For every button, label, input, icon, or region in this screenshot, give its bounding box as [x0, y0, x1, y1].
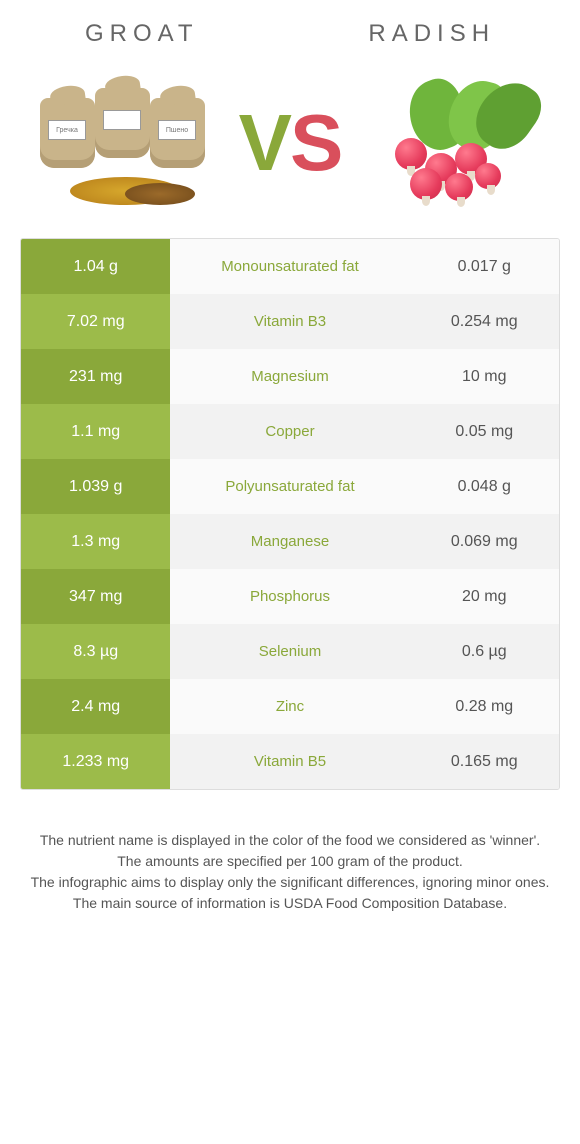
nutrient-label: Monounsaturated fat: [170, 239, 409, 294]
right-food-title: RADISH: [368, 20, 495, 48]
nutrient-label: Selenium: [170, 624, 409, 679]
right-value: 0.254 mg: [410, 294, 559, 349]
right-value: 0.069 mg: [410, 514, 559, 569]
table-row: 231 mgMagnesium10 mg: [21, 349, 559, 404]
left-value: 1.233 mg: [21, 734, 170, 789]
footer-line: The infographic aims to display only the…: [30, 872, 550, 893]
right-value: 0.017 g: [410, 239, 559, 294]
right-value: 0.28 mg: [410, 679, 559, 734]
right-value: 20 mg: [410, 569, 559, 624]
nutrient-label: Vitamin B3: [170, 294, 409, 349]
footer-notes: The nutrient name is displayed in the co…: [0, 790, 580, 914]
left-value: 1.3 mg: [21, 514, 170, 569]
radish-image: [360, 78, 550, 208]
table-row: 347 mgPhosphorus20 mg: [21, 569, 559, 624]
footer-line: The amounts are specified per 100 gram o…: [30, 851, 550, 872]
table-row: 2.4 mgZinc0.28 mg: [21, 679, 559, 734]
left-food-title: GROAT: [85, 20, 199, 48]
hero-row: Гречка Пшено VS: [0, 58, 580, 238]
right-value: 0.6 µg: [410, 624, 559, 679]
left-value: 231 mg: [21, 349, 170, 404]
right-value: 10 mg: [410, 349, 559, 404]
vs-v: V: [239, 98, 290, 187]
table-row: 8.3 µgSelenium0.6 µg: [21, 624, 559, 679]
left-value: 7.02 mg: [21, 294, 170, 349]
table-row: 1.3 mgManganese0.069 mg: [21, 514, 559, 569]
groat-image: Гречка Пшено: [30, 78, 220, 208]
left-value: 8.3 µg: [21, 624, 170, 679]
table-row: 1.04 gMonounsaturated fat0.017 g: [21, 239, 559, 294]
nutrient-label: Polyunsaturated fat: [170, 459, 409, 514]
table-row: 1.039 gPolyunsaturated fat0.048 g: [21, 459, 559, 514]
right-value: 0.048 g: [410, 459, 559, 514]
right-value: 0.05 mg: [410, 404, 559, 459]
vs-label: VS: [239, 97, 342, 189]
footer-line: The main source of information is USDA F…: [30, 893, 550, 914]
comparison-table: 1.04 gMonounsaturated fat0.017 g7.02 mgV…: [20, 238, 560, 790]
nutrient-label: Zinc: [170, 679, 409, 734]
vs-s: S: [290, 98, 341, 187]
right-value: 0.165 mg: [410, 734, 559, 789]
left-value: 1.1 mg: [21, 404, 170, 459]
nutrient-label: Copper: [170, 404, 409, 459]
table-row: 1.1 mgCopper0.05 mg: [21, 404, 559, 459]
nutrient-label: Magnesium: [170, 349, 409, 404]
table-row: 7.02 mgVitamin B30.254 mg: [21, 294, 559, 349]
nutrient-label: Manganese: [170, 514, 409, 569]
footer-line: The nutrient name is displayed in the co…: [30, 830, 550, 851]
left-value: 1.04 g: [21, 239, 170, 294]
left-value: 1.039 g: [21, 459, 170, 514]
title-row: GROAT RADISH: [0, 0, 580, 58]
nutrient-label: Vitamin B5: [170, 734, 409, 789]
table-row: 1.233 mgVitamin B50.165 mg: [21, 734, 559, 789]
left-value: 347 mg: [21, 569, 170, 624]
left-value: 2.4 mg: [21, 679, 170, 734]
nutrient-label: Phosphorus: [170, 569, 409, 624]
